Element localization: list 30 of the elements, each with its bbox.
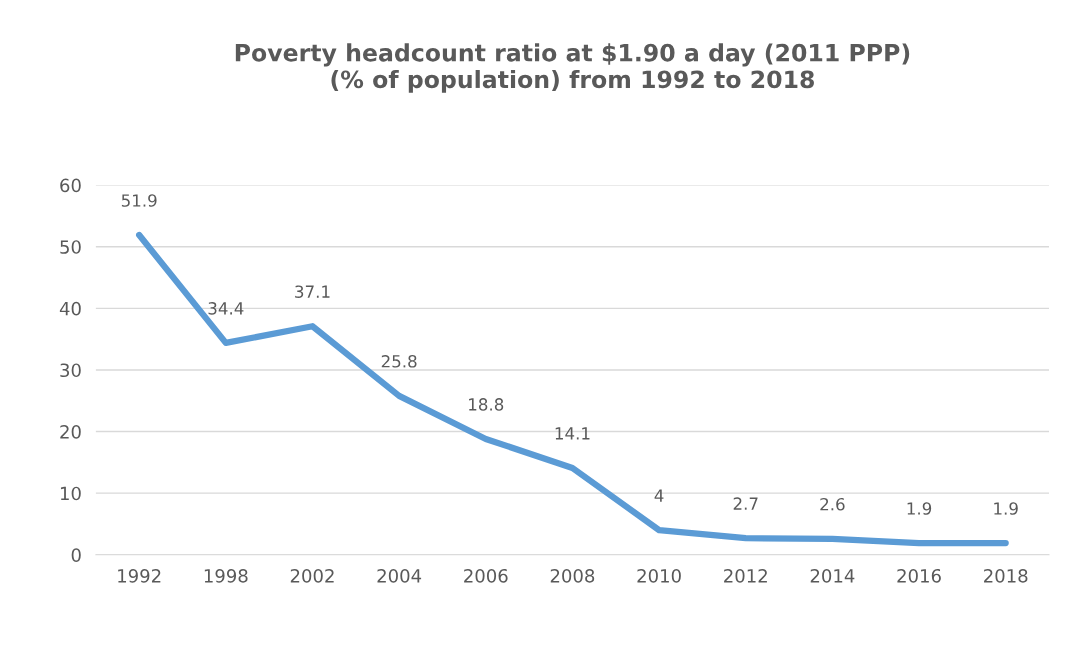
- data-label: 4: [654, 489, 664, 502]
- x-tick-label: 1992: [118, 568, 161, 583]
- x-tick-label: 2010: [637, 568, 681, 583]
- data-label: 34.4: [208, 302, 244, 315]
- y-tick-label: 40: [59, 301, 81, 316]
- x-tick-label: 2012: [724, 568, 767, 583]
- x-tick-label: 1998: [204, 568, 248, 583]
- x-tick-label: 2008: [550, 568, 595, 583]
- y-tick-label: 50: [60, 240, 81, 254]
- data-label: 51.9: [121, 194, 157, 207]
- data-label: 1.9: [907, 502, 932, 515]
- data-label: 18.8: [469, 398, 504, 411]
- data-label: 1.9: [994, 502, 1018, 515]
- x-tick-label: 2016: [897, 568, 941, 583]
- chart-title: Poverty headcount ratio at $1.90 a day (2011 PPP) (% of population) from 1992 to 2018: [235, 43, 910, 93]
- y-tick-label: 30: [60, 363, 81, 378]
- data-label: 25.8: [381, 355, 417, 368]
- x-tick-label: 2018: [984, 568, 1028, 583]
- data-label: 14.1: [555, 427, 590, 440]
- x-tick-label: 2004: [377, 568, 422, 583]
- data-label: 2.6: [820, 497, 845, 511]
- y-tick-label: 0: [71, 548, 81, 562]
- data-label: 37.1: [295, 285, 330, 298]
- y-tick-label: 20: [60, 425, 81, 439]
- y-tick-label: 60: [60, 178, 81, 193]
- x-tick-label: 2014: [810, 568, 855, 583]
- x-tick-label: 2002: [290, 568, 334, 583]
- y-tick-label: 10: [60, 486, 81, 501]
- data-label: 2.7: [733, 497, 758, 510]
- x-tick-label: 2006: [464, 568, 508, 583]
